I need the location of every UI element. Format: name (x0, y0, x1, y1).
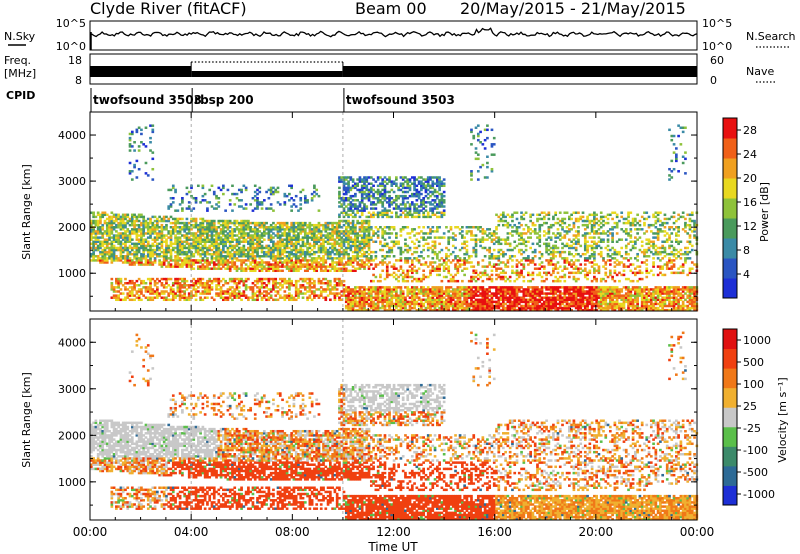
velocity-heatmap (90, 319, 699, 521)
nsky-tick-top: 10^5 (56, 17, 86, 30)
cpid-segment-label: twofsound 3503 (346, 93, 455, 107)
freq-trace (90, 61, 697, 77)
x-tick-label: 00:00 (680, 525, 715, 539)
power-colorbar-tick-label: 12 (743, 220, 757, 233)
power-colorbar-swatch (723, 218, 737, 239)
velocity-colorbar-swatch (723, 426, 737, 447)
cpid-segment-label: twofsound 3503 (93, 93, 202, 107)
x-tick-label: 20:00 (579, 525, 614, 539)
x-tick-label: 00:00 (73, 525, 108, 539)
nsky-panel: N.Sky 10^5 10^0 10^5 10^0 N.Search (4, 17, 796, 53)
velocity-colorbar-swatch (723, 348, 737, 369)
x-axis: 00:00 04:00 08:00 12:00 16:00 20:00 00:00 (73, 112, 715, 539)
y-tick-label: 1000 (58, 267, 86, 280)
cpid-segment-label: rbsp 200 (194, 93, 253, 107)
velocity-colorbar-swatch (723, 387, 737, 408)
y-tick-label: 4000 (58, 129, 86, 142)
nsky-tick-bottom: 10^0 (56, 40, 86, 53)
velocity-colorbar-swatch (723, 485, 737, 506)
x-axis-label: Time UT (367, 540, 418, 554)
nave-tick-bottom: 0 (710, 74, 717, 87)
velocity-colorbar-swatch (723, 407, 737, 428)
nsearch-tick-top: 10^5 (702, 17, 732, 30)
y-tick-label: 1000 (58, 476, 86, 489)
power-colorbar-swatch (723, 278, 737, 299)
power-colorbar-tick-label: 20 (743, 172, 757, 185)
velocity-colorbar-tick-label: -25 (743, 422, 761, 435)
nsearch-label: N.Search (746, 30, 796, 43)
power-colorbar-tick-label: 8 (743, 244, 750, 257)
velocity-colorbar-swatch (723, 368, 737, 389)
velocity-colorbar-tick-label: 100 (743, 378, 764, 391)
freq-unit-label: [MHz] (4, 67, 36, 80)
velocity-colorbar-swatch (723, 446, 737, 467)
date-range: 20/May/2015 - 21/May/2015 (460, 0, 686, 18)
power-colorbar-tick-label: 24 (743, 148, 757, 161)
x-tick-label: 12:00 (376, 525, 411, 539)
velocity-colorbar-tick-label: 25 (743, 400, 757, 413)
velocity-colorbar-swatch (723, 329, 737, 350)
velocity-colorbar-label: Velocity [m s⁻¹] (776, 377, 789, 462)
power-panel: 1000 2000 3000 4000 Slant Range [km] 4 8 12 16… (20, 111, 771, 312)
velocity-colorbar-swatch (723, 465, 737, 486)
plot-title: Clyde River (fitACF) (90, 0, 247, 18)
freq-label: Freq. (4, 54, 31, 67)
y-tick-label: 3000 (58, 175, 86, 188)
velocity-panel: 1000 2000 3000 4000 Slant Range [km] 1000 50… (20, 318, 789, 521)
y-tick-label: 3000 (58, 383, 86, 396)
beam-label: Beam 00 (355, 0, 427, 18)
y-tick-label: 2000 (58, 429, 86, 442)
x-tick-label: 04:00 (174, 525, 209, 539)
freq-band-segment-3 (342, 66, 697, 77)
power-colorbar-swatch (723, 238, 737, 259)
power-heatmap (90, 112, 699, 312)
freq-tick-bottom: 8 (75, 74, 82, 87)
power-colorbar-swatch (723, 178, 737, 199)
velocity-colorbar-tick-label: -1000 (743, 488, 775, 501)
power-colorbar-swatch (723, 158, 737, 179)
x-tick-label: 08:00 (275, 525, 310, 539)
freq-band-segment-2 (191, 71, 343, 77)
cpid-label: CPID (6, 89, 35, 102)
nsky-trace (89, 27, 698, 38)
x-tick-label: 16:00 (477, 525, 512, 539)
velocity-colorbar-tick-label: -100 (743, 444, 768, 457)
power-colorbar-tick-label: 16 (743, 196, 757, 209)
nsky-label: N.Sky (4, 30, 36, 43)
power-colorbar-swatch (723, 198, 737, 219)
velocity-colorbar-tick-label: 500 (743, 356, 764, 369)
power-ylabel: Slant Range [km] (20, 164, 33, 260)
power-colorbar-swatch (723, 138, 737, 159)
velocity-colorbar-tick-label: 1000 (743, 334, 771, 347)
freq-panel: Freq. [MHz] 18 8 60 0 Nave (4, 53, 776, 87)
velocity-ylabel: Slant Range [km] (20, 372, 33, 468)
power-colorbar-swatch (723, 118, 737, 139)
power-colorbar-swatch (723, 258, 737, 279)
velocity-colorbar-tick-label: -500 (743, 466, 768, 479)
nave-label: Nave (746, 65, 774, 78)
y-tick-label: 4000 (58, 336, 86, 349)
power-colorbar-tick-label: 4 (743, 268, 750, 281)
y-tick-label: 2000 (58, 221, 86, 234)
nsearch-tick-bottom: 10^0 (702, 40, 732, 53)
power-colorbar-label: Power [dB] (758, 182, 771, 242)
power-colorbar-tick-label: 28 (743, 124, 757, 137)
freq-tick-top: 18 (68, 54, 82, 67)
freq-band-segment-1 (90, 66, 192, 77)
nave-tick-top: 60 (710, 54, 724, 67)
